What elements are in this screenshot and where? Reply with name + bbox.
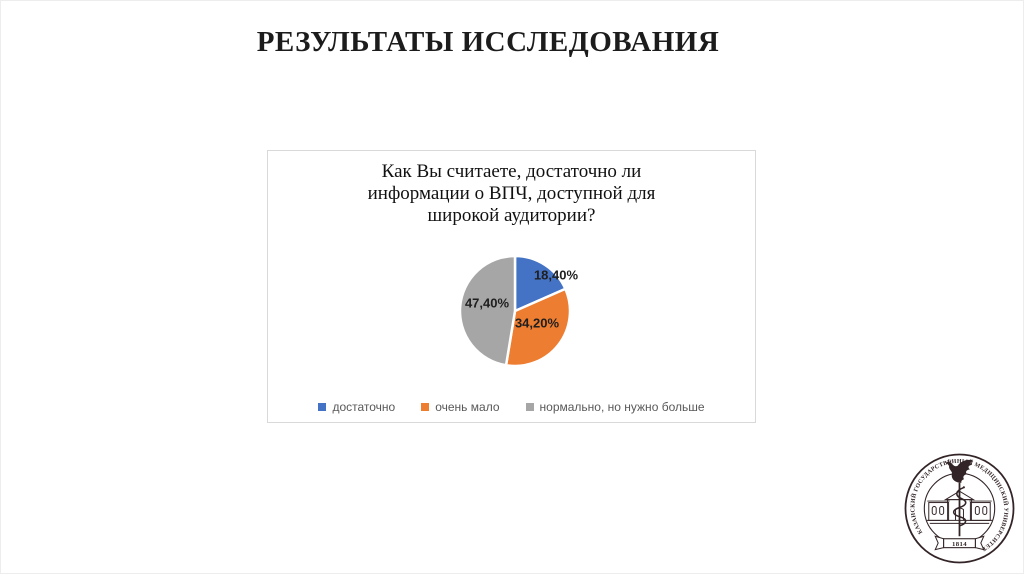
chart-legend: достаточно очень мало нормально, но нужн… bbox=[268, 400, 755, 414]
legend-item-dostatochno: достаточно bbox=[318, 400, 395, 414]
chart-title-line-2: информации о ВПЧ, доступной для bbox=[367, 183, 656, 204]
legend-swatch-blue-icon bbox=[318, 403, 327, 411]
university-seal-logo: КАЗАНСКИЙ ГОСУДАРСТВЕННЫЙ МЕДИЦИНСКИЙ УН… bbox=[904, 453, 1015, 564]
seal-outer-ring bbox=[904, 453, 1015, 564]
pie-slice-1 bbox=[504, 287, 572, 368]
legend-swatch-orange-icon bbox=[421, 403, 430, 411]
pie-data-label-1: 34,20% bbox=[515, 316, 560, 331]
chart-title-line-1: Как Вы считаете, достаточно ли bbox=[381, 161, 642, 182]
pie-slice-2 bbox=[458, 254, 517, 367]
legend-label: очень мало bbox=[435, 400, 500, 414]
seal-staff-snake-icon bbox=[952, 482, 967, 537]
pie-data-label-2: 47,40% bbox=[465, 296, 510, 311]
slide-title: РЕЗУЛЬТАТЫ ИССЛЕДОВАНИЯ bbox=[256, 26, 720, 58]
chart-title-line-3: широкой аудитории? bbox=[427, 205, 596, 226]
pie-chart: 18,40% 34,20% 47,40% bbox=[458, 254, 579, 368]
legend-label: нормально, но нужно больше bbox=[539, 400, 705, 414]
chart-title: Как Вы считаете, достаточно ли информаци… bbox=[268, 161, 755, 227]
seal-year: 1814 bbox=[952, 541, 967, 548]
legend-label: достаточно bbox=[332, 400, 396, 414]
legend-swatch-gray-icon bbox=[525, 403, 534, 411]
seal-building bbox=[926, 490, 993, 524]
pie-slice-0 bbox=[513, 254, 567, 313]
pie-data-label-0: 18,40% bbox=[534, 268, 579, 283]
chart-card: Как Вы считаете, достаточно ли информаци… bbox=[267, 150, 756, 423]
legend-item-ochen-malo: очень мало bbox=[421, 400, 500, 414]
seal-zilant-icon bbox=[946, 459, 974, 483]
seal-banner: 1814 bbox=[934, 535, 985, 551]
legend-item-normalno: нормально, но нужно больше bbox=[525, 400, 705, 414]
